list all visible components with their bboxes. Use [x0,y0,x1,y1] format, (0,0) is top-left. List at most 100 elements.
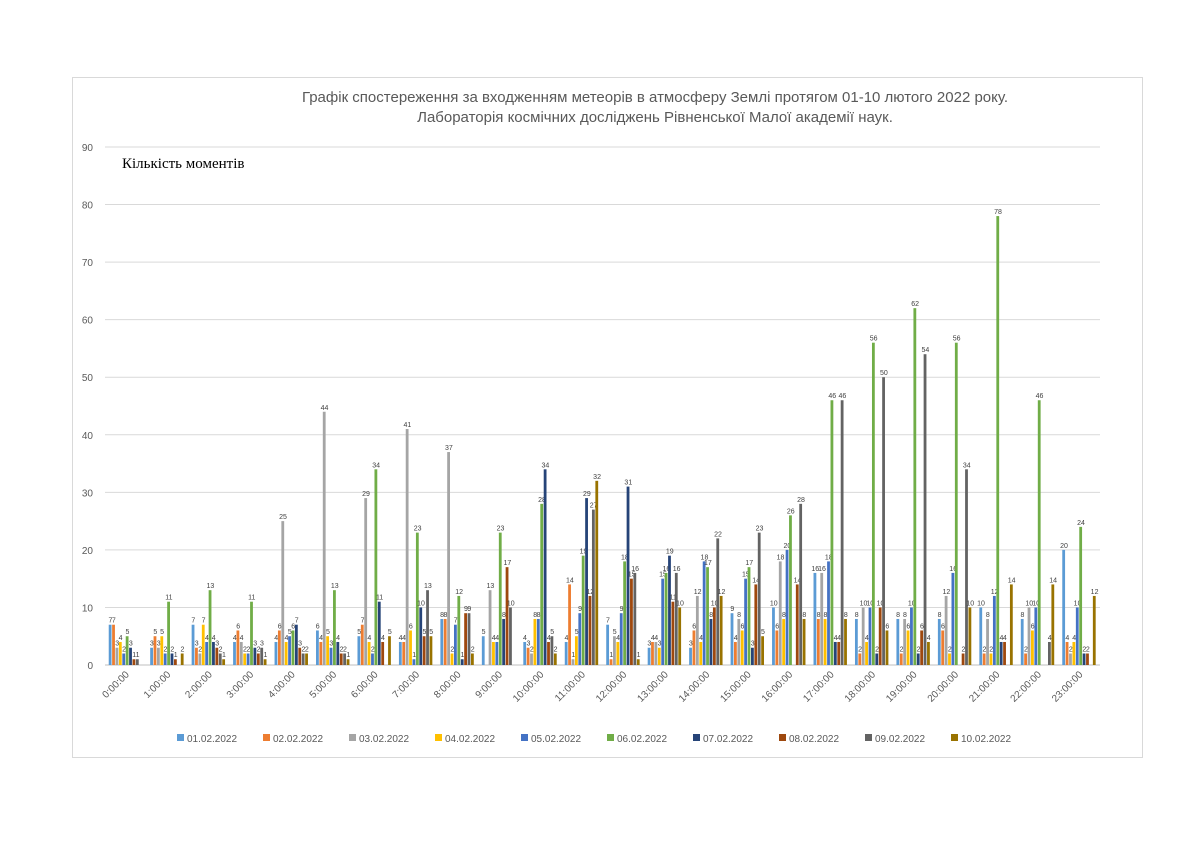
bar-04.02.2022-20:00:00 [948,653,951,665]
bar-10.02.2022-6:00:00 [388,636,391,665]
data-label: 19 [580,549,588,556]
data-label: 2 [961,646,965,653]
bar-02.02.2022-12:00:00 [609,659,613,665]
bar-05.02.2022-23:00:00 [1075,607,1079,665]
data-label: 50 [880,370,888,377]
data-label: 4 [837,635,841,642]
data-label: 29 [583,491,591,498]
bar-08.02.2022-14:00:00 [712,607,716,665]
data-label: 2 [164,646,168,653]
bar-10.02.2022-11:00:00 [595,480,599,665]
bar-07.02.2022-17:00:00 [833,641,837,665]
bar-01.02.2022-7:00:00 [398,641,402,665]
x-tick-label: 22:00:00 [1009,669,1045,705]
data-label: 2 [450,646,454,653]
data-label: 9 [620,606,624,613]
data-label: 12 [455,589,463,596]
data-label: 6 [885,623,889,630]
data-label: 4 [212,635,216,642]
bar-05.02.2022-15:00:00 [744,578,748,665]
bar-02.02.2022-0:00:00 [112,624,115,665]
data-label: 56 [870,336,878,343]
data-label: 62 [911,301,919,308]
bar-02.02.2022-6:00:00 [360,624,364,665]
data-label: 8 [986,612,990,619]
data-label: 46 [839,393,847,400]
data-label: 2 [530,646,534,653]
x-tick-label: 8:00:00 [432,669,464,701]
x-tick-label: 18:00:00 [843,669,879,705]
bar-04.02.2022-18:00:00 [865,641,868,665]
bar-02.02.2022-15:00:00 [734,641,737,665]
bar-03.02.2022-13:00:00 [654,641,658,665]
bar-03.02.2022-19:00:00 [903,618,907,665]
data-label: 2 [900,646,904,653]
bar-08.02.2022-11:00:00 [588,595,592,665]
data-label: 10 [877,600,885,607]
bar-10.02.2022-18:00:00 [885,630,889,665]
data-label: 6 [941,623,945,630]
data-label: 3 [129,641,133,648]
data-label: 9 [578,606,582,613]
data-label: 13 [331,583,339,590]
data-label: 6 [409,623,413,630]
data-label: 4 [367,635,371,642]
data-label: 15 [628,572,636,579]
x-tick-label: 1:00:00 [142,669,174,701]
legend-label: 05.02.2022 [531,734,581,745]
bar-09.02.2022-13:00:00 [674,572,678,665]
bar-06.02.2022-20:00:00 [954,342,958,665]
data-label: 4 [495,635,499,642]
data-label: 9 [467,606,471,613]
x-tick-label: 3:00:00 [225,669,257,701]
data-label: 20 [1060,543,1068,550]
bar-04.02.2022-3:00:00 [243,653,247,665]
data-label: 16 [818,566,826,573]
x-tick-label: 20:00:00 [926,669,962,705]
data-label: 25 [279,514,287,521]
y-tick-label: 70 [82,258,94,269]
data-label: 14 [566,577,574,584]
data-label: 3 [647,641,651,648]
bar-09.02.2022-19:00:00 [923,354,927,665]
bar-10.02.2022-3:00:00 [263,659,267,665]
bar-02.02.2022-18:00:00 [858,653,862,665]
data-label: 2 [302,646,306,653]
bar-07.02.2022-18:00:00 [875,653,879,665]
bar-03.02.2022-22:00:00 [1027,607,1031,665]
chart-frame [72,77,1143,758]
bar-01.02.2022-11:00:00 [564,641,568,665]
data-label: 4 [274,635,278,642]
x-tick-label: 0:00:00 [100,669,132,701]
data-label: 3 [260,641,264,648]
data-label: 23 [756,526,764,533]
data-label: 19 [666,549,674,556]
data-label: 4 [523,635,527,642]
data-label: 2 [219,646,223,653]
data-label: 9 [730,606,734,613]
bar-08.02.2022-1:00:00 [173,659,177,665]
bar-03.02.2022-6:00:00 [364,498,368,665]
bar-09.02.2022-3:00:00 [260,647,264,665]
bar-04.02.2022-21:00:00 [989,653,993,665]
bar-07.02.2022-6:00:00 [377,601,381,665]
data-label: 4 [336,635,340,642]
y-tick-label: 30 [82,488,94,499]
bar-01.02.2022-18:00:00 [854,618,858,665]
chart-title-line-1: Графік спостереження за входженням метео… [302,89,1008,106]
bar-10.02.2022-22:00:00 [1051,584,1055,665]
legend-swatch [607,734,614,741]
bar-05.02.2022-22:00:00 [1034,607,1038,665]
bar-05.02.2022-12:00:00 [619,613,623,665]
data-label: 1 [222,652,226,659]
bar-01.02.2022-19:00:00 [896,618,900,665]
bar-10.02.2022-15:00:00 [761,636,765,665]
data-label: 12 [1091,589,1099,596]
legend-swatch [779,734,786,741]
bar-09.02.2022-20:00:00 [965,469,968,665]
data-label: 1 [174,652,178,659]
data-label: 10 [676,600,684,607]
data-label: 12 [718,589,726,596]
data-label: 6 [775,623,779,630]
